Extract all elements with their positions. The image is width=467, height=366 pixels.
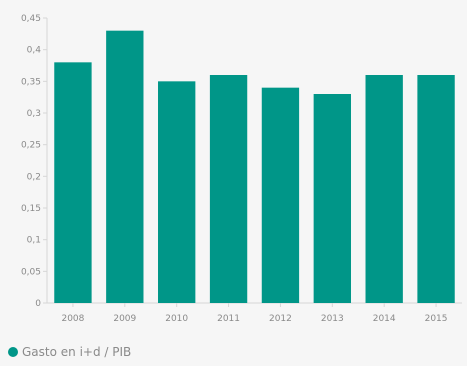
y-tick-label: 0,4 <box>27 46 42 56</box>
x-tick-label: 2011 <box>217 314 240 324</box>
y-tick-label: 0,3 <box>27 109 41 119</box>
bar-2014[interactable] <box>365 75 403 303</box>
y-tick-label: 0,1 <box>27 236 41 246</box>
bar-2015[interactable] <box>417 75 455 303</box>
bar-2008[interactable] <box>54 62 92 304</box>
y-tick-label: 0,25 <box>21 141 41 151</box>
chart-legend[interactable]: Gasto en i+d / PIB <box>8 345 131 359</box>
y-tick-label: 0,45 <box>21 14 41 24</box>
y-tick-label: 0,2 <box>27 172 41 182</box>
y-tick-label: 0,15 <box>21 204 41 214</box>
x-tick-label: 2014 <box>373 314 396 324</box>
x-tick-label: 2012 <box>269 314 292 324</box>
x-tick-label: 2010 <box>165 314 188 324</box>
x-tick-label: 2015 <box>425 314 448 324</box>
x-tick-label: 2008 <box>61 314 84 324</box>
x-tick-label: 2009 <box>113 314 136 324</box>
x-tick-label: 2013 <box>321 314 344 324</box>
bar-2012[interactable] <box>261 87 300 304</box>
bar-2013[interactable] <box>313 94 351 303</box>
bar-2010[interactable] <box>158 81 196 303</box>
y-tick-label: 0 <box>35 299 41 309</box>
y-tick-label: 0,05 <box>21 267 41 277</box>
bar-2011[interactable] <box>209 75 248 303</box>
bar-2009[interactable] <box>106 30 144 304</box>
y-tick-label: 0,35 <box>21 77 41 87</box>
legend-label: Gasto en i+d / PIB <box>22 345 132 359</box>
legend-swatch <box>8 347 18 357</box>
